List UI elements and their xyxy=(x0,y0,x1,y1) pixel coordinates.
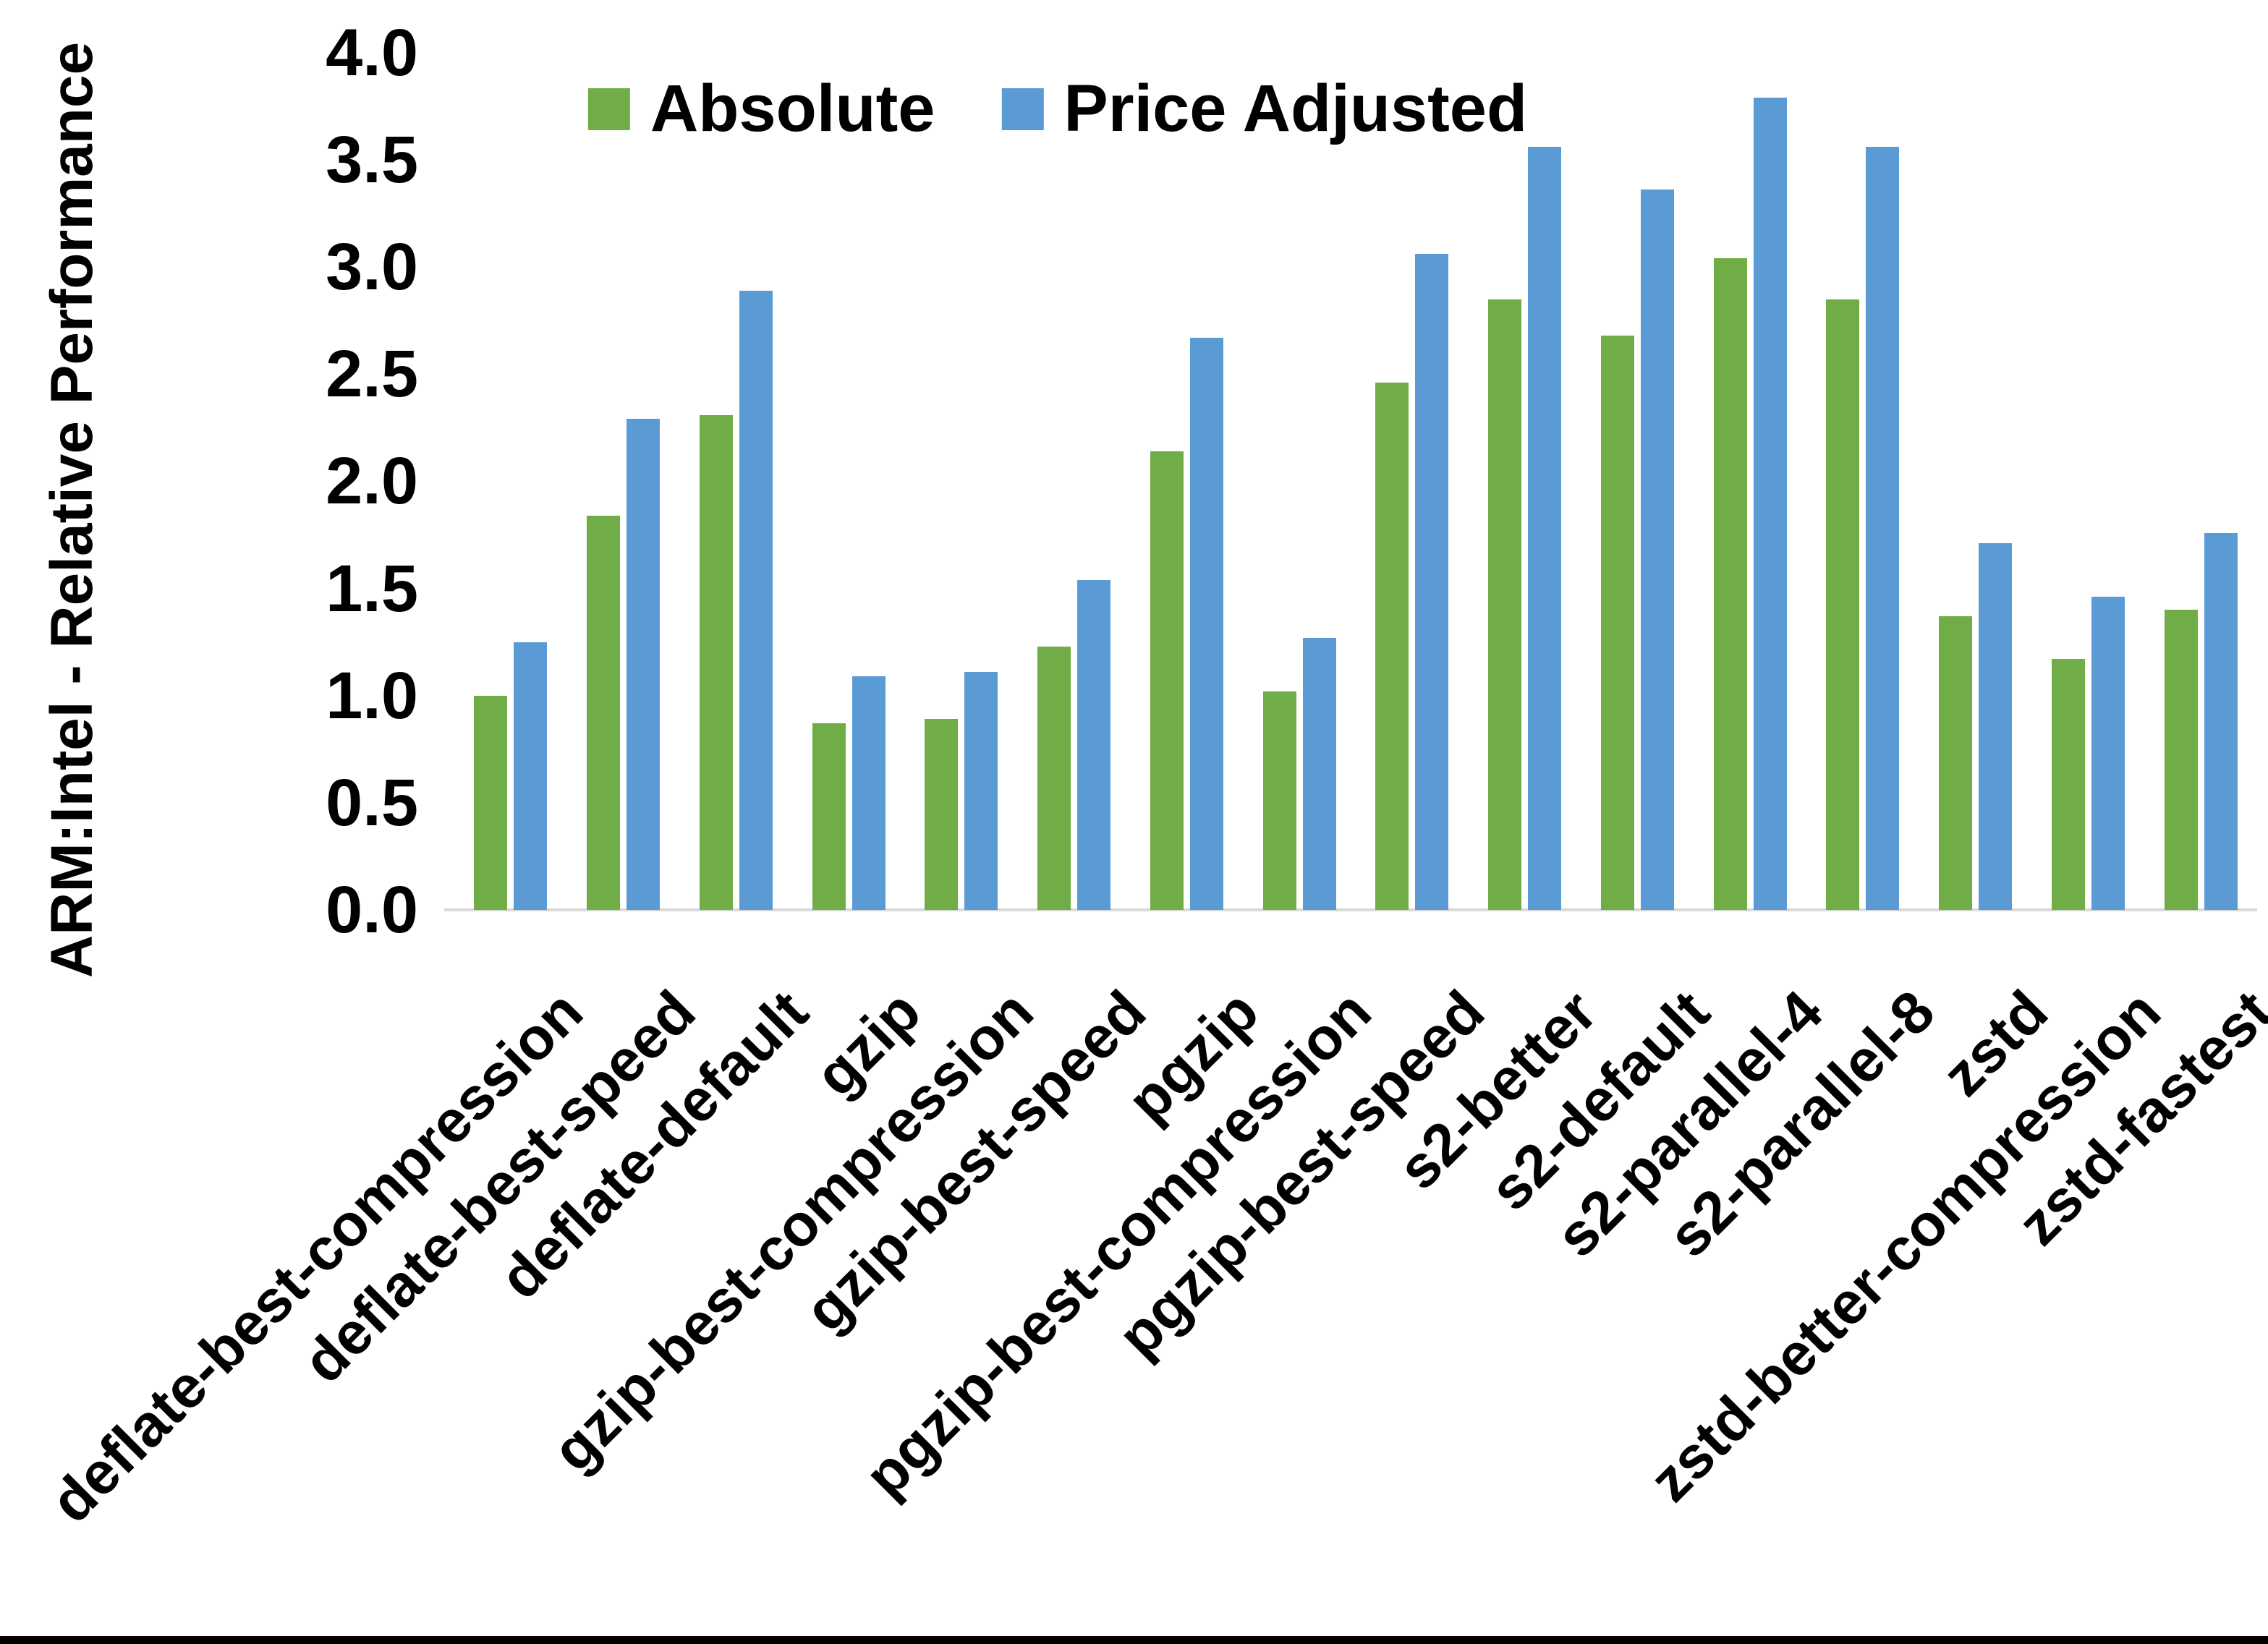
bar-price-adjusted xyxy=(514,642,548,910)
bar-price-adjusted xyxy=(851,676,885,910)
legend-swatch-icon xyxy=(587,88,630,130)
category-group xyxy=(1919,42,2032,910)
bar-price-adjusted xyxy=(627,419,661,910)
category-group xyxy=(792,42,905,910)
y-tick-label: 3.0 xyxy=(326,230,418,304)
category-group xyxy=(1356,42,1469,910)
bar-price-adjusted xyxy=(1528,147,1562,910)
category-group xyxy=(567,42,680,910)
bar-price-adjusted xyxy=(1415,254,1449,910)
y-tick-label: 1.5 xyxy=(326,551,418,626)
bar-price-adjusted xyxy=(964,672,998,910)
bar-absolute xyxy=(1939,616,1973,910)
category-group xyxy=(1131,42,1244,910)
bar-absolute xyxy=(1150,451,1184,910)
y-tick-label: 1.0 xyxy=(326,658,418,733)
category-group xyxy=(905,42,1018,910)
legend-label: Price Adjusted xyxy=(1063,72,1528,145)
y-axis-tick-labels: 0.0 0.5 1.0 1.5 2.0 2.5 3.0 3.5 4.0 xyxy=(0,17,418,946)
legend-swatch-icon xyxy=(1001,88,1044,130)
category-group xyxy=(2144,42,2257,910)
category-group xyxy=(1806,42,1919,910)
legend-entry: Absolute xyxy=(587,71,935,147)
bar-absolute xyxy=(812,723,846,910)
legend: Absolute Price Adjusted xyxy=(587,71,1527,147)
bar-price-adjusted xyxy=(1753,98,1787,910)
legend-label: Absolute xyxy=(650,72,935,145)
bar-absolute xyxy=(1600,335,1634,910)
bar-absolute xyxy=(587,515,621,910)
y-tick-label: 2.0 xyxy=(326,444,418,519)
bar-price-adjusted xyxy=(1979,543,2013,910)
category-group xyxy=(1581,42,1694,910)
y-tick-label: 3.5 xyxy=(326,122,418,197)
bar-absolute xyxy=(1375,383,1409,910)
bar-price-adjusted xyxy=(1189,337,1223,910)
category-group xyxy=(1694,42,1806,910)
bar-price-adjusted xyxy=(2091,597,2125,910)
bar-absolute xyxy=(1826,299,1860,910)
legend-entry: Price Adjusted xyxy=(1001,71,1527,147)
category-group xyxy=(1018,42,1131,910)
x-axis-line xyxy=(444,908,2257,911)
bar-absolute xyxy=(2051,659,2085,910)
category-group xyxy=(1469,42,1581,910)
x-axis-category-labels: deflate-best-compression deflate-best-spe… xyxy=(38,978,2268,1629)
bar-absolute xyxy=(925,719,959,910)
plot-area xyxy=(444,42,2257,911)
y-tick-label: 2.5 xyxy=(326,337,418,412)
bar-absolute xyxy=(1262,691,1296,910)
bar-absolute xyxy=(1037,646,1071,910)
bar-price-adjusted xyxy=(1866,147,1900,910)
bar-price-adjusted xyxy=(1302,637,1336,910)
bar-absolute xyxy=(699,414,733,910)
bar-price-adjusted xyxy=(1640,189,1674,910)
y-tick-label: 0.0 xyxy=(326,873,418,947)
category-group xyxy=(454,42,567,910)
bar-price-adjusted xyxy=(2204,532,2238,910)
category-group xyxy=(680,42,793,910)
bar-absolute xyxy=(1713,258,1747,910)
category-group xyxy=(2032,42,2145,910)
bar-price-adjusted xyxy=(1077,579,1111,910)
bar-price-adjusted xyxy=(739,290,773,910)
bar-absolute xyxy=(1488,299,1522,910)
y-tick-label: 0.5 xyxy=(326,765,418,840)
bar-absolute xyxy=(474,695,508,910)
y-tick-label: 4.0 xyxy=(326,15,418,90)
bar-absolute xyxy=(2164,610,2198,910)
bottom-border xyxy=(0,1636,2268,1644)
category-group xyxy=(1243,42,1356,910)
